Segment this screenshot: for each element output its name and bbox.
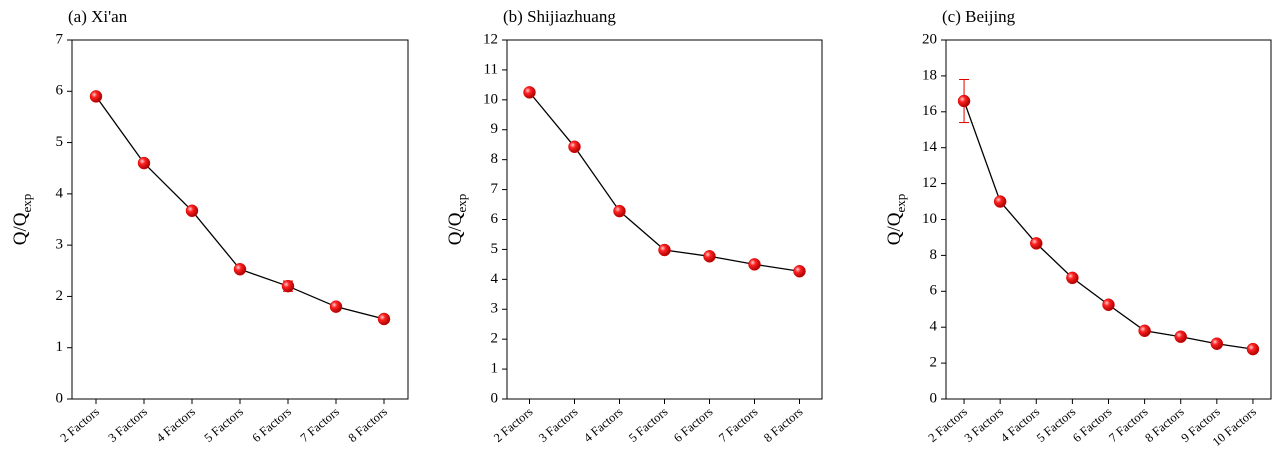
- y-tick-label: 0: [930, 390, 938, 406]
- y-tick-label: 18: [922, 67, 937, 83]
- x-tick-label: 3 Factors: [106, 404, 150, 444]
- x-tick-label: 6 Factors: [250, 404, 294, 444]
- marker: [1138, 324, 1151, 338]
- y-tick-label: 7: [56, 31, 64, 47]
- x-tick-label: 6 Factors: [1070, 404, 1114, 444]
- panel-title: (c) Beijing: [942, 7, 1016, 26]
- y-tick-label: 1: [56, 339, 64, 355]
- marker: [137, 156, 151, 170]
- y-tick-label: 4: [56, 185, 64, 201]
- y-tick-label: 2: [56, 288, 64, 304]
- x-tick-label: 5 Factors: [1034, 404, 1078, 444]
- marker: [793, 265, 806, 278]
- x-tick-label: 4 Factors: [998, 404, 1042, 444]
- y-tick-label: 6: [491, 211, 499, 227]
- y-tick-label: 5: [56, 134, 64, 150]
- x-tick-label: 8 Factors: [1142, 404, 1186, 444]
- marker: [1174, 330, 1187, 343]
- y-axis-label-sub: exp: [893, 194, 908, 213]
- y-tick-label: 10: [922, 211, 937, 227]
- plot-frame: [506, 39, 823, 400]
- y-tick-label: 4: [491, 271, 499, 287]
- y-tick-label: 6: [930, 283, 938, 299]
- line: [95, 96, 385, 320]
- x-tick-label: 3 Factors: [536, 404, 580, 444]
- x-tick-label: 6 Factors: [671, 404, 715, 444]
- x-tick-label: 7 Factors: [1106, 404, 1150, 444]
- y-tick-label: 6: [56, 83, 64, 99]
- panel-title: (a) Xi'an: [68, 7, 128, 26]
- marker: [1246, 342, 1260, 356]
- x-tick-label: 8 Factors: [346, 404, 390, 444]
- y-tick-label: 14: [922, 139, 938, 155]
- y-tick-label: 3: [491, 301, 499, 317]
- marker: [233, 262, 247, 276]
- marker: [1210, 337, 1224, 350]
- y-tick-label: 8: [930, 247, 938, 263]
- y-axis-label-main: Q/Q: [10, 212, 31, 245]
- marker: [993, 195, 1007, 208]
- line: [963, 100, 1254, 350]
- x-tick-label: 7 Factors: [716, 404, 760, 444]
- x-tick-label: 2 Factors: [926, 404, 970, 444]
- y-tick-label: 2: [930, 355, 938, 371]
- y-tick-label: 10: [483, 91, 498, 107]
- x-tick-label: 2 Factors: [58, 404, 102, 444]
- y-tick-label: 5: [491, 241, 499, 257]
- marker: [89, 90, 103, 103]
- marker: [523, 86, 536, 99]
- y-tick-label: 12: [483, 31, 498, 47]
- y-axis-label: Q/Qexp: [10, 194, 34, 246]
- y-tick-label: 12: [922, 175, 937, 191]
- y-tick-label: 3: [56, 237, 64, 253]
- y-axis-label-sub: exp: [19, 194, 34, 213]
- marker: [1066, 271, 1079, 285]
- marker: [281, 279, 295, 293]
- y-tick-label: 8: [491, 151, 499, 167]
- marker: [703, 250, 716, 263]
- y-axis-label: Q/Qexp: [884, 194, 908, 246]
- y-axis-label: Q/Qexp: [445, 194, 469, 246]
- y-tick-label: 1: [491, 361, 499, 377]
- y-axis-label-main: Q/Q: [445, 212, 466, 245]
- x-tick-label: 5 Factors: [626, 404, 670, 444]
- y-tick-label: 0: [491, 390, 499, 406]
- y-tick-label: 4: [930, 319, 938, 335]
- x-tick-label: 3 Factors: [962, 404, 1006, 444]
- x-tick-label: 2 Factors: [491, 404, 535, 444]
- marker: [329, 300, 343, 313]
- marker: [568, 140, 581, 154]
- x-tick-label: 5 Factors: [202, 404, 246, 444]
- y-axis-label-sub: exp: [454, 194, 469, 213]
- y-tick-label: 2: [491, 331, 499, 347]
- x-tick-label: 8 Factors: [761, 404, 805, 444]
- marker: [658, 243, 671, 257]
- marker: [1030, 237, 1043, 250]
- panel: 0 1 2 3 4 5 6 7 Q/Qexp (a) Xi'an 2 Factors 3 Factor…: [10, 7, 409, 445]
- y-tick-label: 9: [491, 121, 499, 137]
- y-tick-label: 0: [56, 390, 64, 406]
- marker: [1102, 298, 1115, 312]
- y-tick-label: 11: [484, 61, 498, 77]
- y-axis-label-main: Q/Q: [884, 212, 905, 245]
- panel: 0 2 4 6 8 10 12 14 16 18 20 Q/Qexp (c) Beijing 2 Fact…: [884, 7, 1272, 449]
- marker: [185, 204, 199, 218]
- marker: [377, 312, 391, 326]
- y-tick-label: 16: [922, 103, 938, 119]
- marker: [748, 258, 761, 271]
- marker: [613, 204, 626, 218]
- plot-frame: [71, 39, 409, 400]
- x-tick-label: 7 Factors: [298, 404, 342, 444]
- marker: [957, 94, 971, 108]
- y-tick-label: 20: [922, 31, 937, 47]
- panel-title: (b) Shijiazhuang: [503, 7, 616, 26]
- y-tick-label: 7: [491, 181, 499, 197]
- x-tick-label: 4 Factors: [154, 404, 198, 444]
- x-tick-label: 4 Factors: [581, 404, 625, 444]
